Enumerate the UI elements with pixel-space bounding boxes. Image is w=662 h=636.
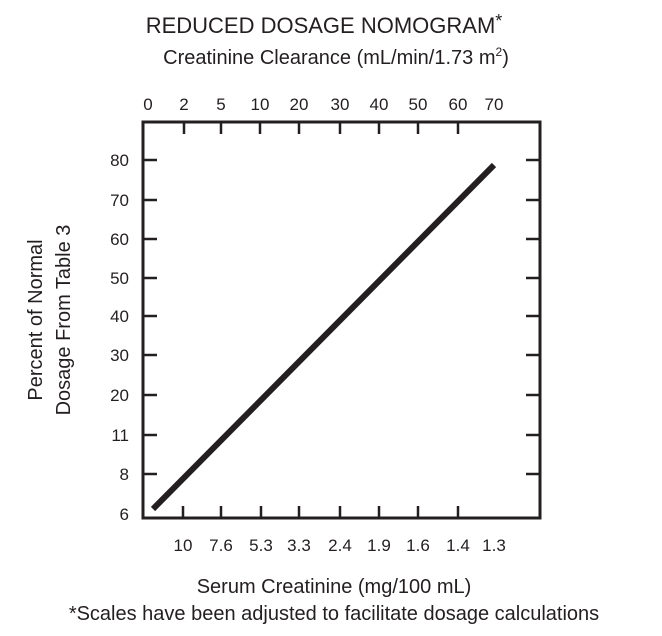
left-tick-label: 11 — [111, 426, 129, 445]
bottom-axis-ticks: 10 7.6 5.3 3.3 2.4 1.9 1.6 1.4 1.3 — [174, 506, 506, 555]
top-axis-label-sup: 2 — [496, 45, 503, 59]
chart-title-marker: * — [495, 11, 502, 31]
top-tick-label: 5 — [216, 95, 225, 114]
plot-frame — [141, 120, 542, 520]
y-axis-label: Percent of Normal Dosage From Table 3 — [25, 225, 75, 416]
chart-title-text: REDUCED DOSAGE NOMOGRAM — [146, 13, 496, 38]
bottom-tick-label: 1.6 — [406, 536, 430, 555]
top-axis-label-end: ) — [502, 47, 509, 69]
top-tick-label: 70 — [485, 95, 504, 114]
right-axis-ticks — [526, 158, 540, 476]
bottom-tick-label: 2.4 — [328, 536, 352, 555]
left-tick-label: 20 — [110, 386, 129, 405]
y-axis-label-line1: Percent of Normal — [25, 239, 47, 400]
top-tick-label: 10 — [251, 95, 270, 114]
left-tick-label: 30 — [110, 346, 129, 365]
bottom-tick-label: 3.3 — [287, 536, 311, 555]
left-tick-label: 60 — [110, 230, 129, 249]
bottom-tick-label: 1.4 — [446, 536, 470, 555]
top-tick-label: 0 — [143, 95, 152, 114]
left-axis-ticks: 80 70 60 50 40 30 20 11 8 6 — [110, 151, 157, 524]
chart-title: REDUCED DOSAGE NOMOGRAM* — [146, 11, 503, 38]
top-axis-ticks: 0 2 5 10 20 30 40 50 60 70 — [143, 95, 503, 134]
bottom-tick-label: 5.3 — [249, 536, 273, 555]
top-tick-label: 20 — [290, 95, 309, 114]
bottom-tick-label: 7.6 — [209, 536, 233, 555]
top-tick-label: 2 — [179, 95, 188, 114]
y-axis-label-line2: Dosage From Table 3 — [53, 225, 75, 416]
x-axis-label: Serum Creatinine (mg/100 mL) — [197, 576, 472, 598]
left-tick-label: 6 — [120, 505, 129, 524]
left-tick-label: 80 — [110, 151, 129, 170]
left-tick-label: 50 — [110, 269, 129, 288]
footnote: *Scales have been adjusted to facilitate… — [69, 603, 599, 625]
top-tick-label: 60 — [449, 95, 468, 114]
top-tick-label: 50 — [409, 95, 428, 114]
top-tick-label: 40 — [370, 95, 389, 114]
top-tick-label: 30 — [331, 95, 350, 114]
left-tick-label: 8 — [120, 465, 129, 484]
bottom-tick-label: 1.9 — [367, 536, 391, 555]
top-axis-label-text: Creatinine Clearance (mL/min/1.73 m — [163, 47, 495, 69]
left-tick-label: 70 — [110, 191, 129, 210]
series-layer — [150, 162, 497, 512]
left-tick-label: 40 — [110, 307, 129, 326]
bottom-tick-label: 10 — [174, 536, 193, 555]
bottom-tick-label: 1.3 — [482, 536, 506, 555]
dosage-line — [150, 162, 497, 512]
top-axis-label: Creatinine Clearance (mL/min/1.73 m2) — [163, 45, 509, 69]
